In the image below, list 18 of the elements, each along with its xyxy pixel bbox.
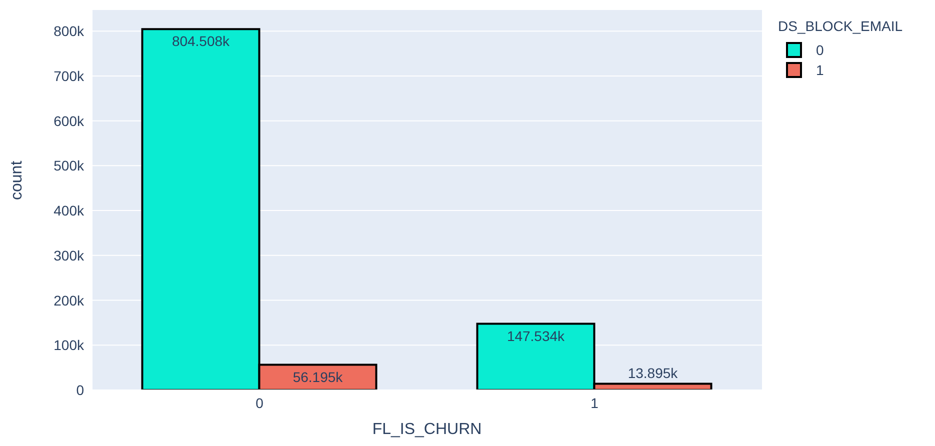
y-tick-label: 0 (76, 382, 84, 398)
y-tick-label: 800k (54, 23, 85, 40)
y-tick-label: 200k (54, 292, 85, 308)
legend-label: 0 (816, 42, 824, 58)
legend-title: DS_BLOCK_EMAIL (778, 18, 904, 34)
y-tick-label: 400k (54, 202, 85, 219)
x-axis-title: FL_IS_CHURN (372, 421, 482, 438)
y-tick-label: 100k (54, 337, 85, 354)
legend-label: 1 (816, 62, 824, 78)
y-axis-title: count (8, 160, 26, 200)
data-label: 804.508k (172, 33, 231, 50)
y-tick-label: 500k (54, 158, 85, 174)
y-tick-label: 700k (54, 68, 85, 84)
data-label: 147.534k (506, 328, 566, 344)
data-label: 13.895k (628, 364, 679, 381)
y-tick-label: 300k (54, 247, 85, 264)
data-label: 56.195k (292, 368, 344, 385)
y-tick-label: 600k (54, 112, 85, 129)
